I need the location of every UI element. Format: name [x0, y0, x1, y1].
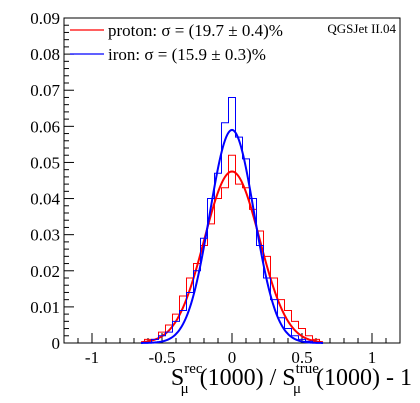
fit-curve-proton [140, 170, 324, 344]
x-tick-label: -0.5 [149, 348, 176, 367]
x-tick-label: -1 [85, 348, 99, 367]
x-axis-label: Srec μ (1000) / Strue μ (1000) - 1 [171, 361, 412, 397]
x-tick-label: 0 [228, 348, 237, 367]
x-axis: -1 -0.5 0 0.5 1 [63, 333, 401, 367]
x-tick-label: 1 [368, 348, 377, 367]
x-axis-label-s1: S [171, 365, 184, 391]
plot-border [63, 17, 401, 344]
legend-label-proton: proton: σ = (19.7 ± 0.4)% [108, 21, 283, 40]
series-layer [140, 96, 324, 344]
y-tick-label: 0.02 [30, 262, 60, 281]
histogram-proton [144, 154, 320, 343]
fit-curve-iron [140, 128, 324, 344]
series-proton [140, 154, 324, 344]
x-axis-label-sup2: true [296, 361, 320, 377]
y-tick-label: 0.05 [30, 153, 60, 172]
x-axis-label-sup1: rec [184, 361, 203, 377]
legend: proton: σ = (19.7 ± 0.4)% iron: σ = (15.9… [70, 21, 283, 64]
x-axis-label-sub1: μ [181, 381, 189, 397]
y-tick-label: 0 [52, 334, 61, 353]
plot-frame [63, 17, 401, 344]
x-axis-label-sub2: μ [293, 381, 301, 397]
y-tick-label: 0.08 [30, 45, 60, 64]
legend-label-iron: iron: σ = (15.9 ± 0.3)% [108, 45, 266, 64]
x-tick-label: 0.5 [291, 348, 312, 367]
y-tick-label: 0.01 [30, 298, 60, 317]
x-axis-label-tail: (1000) - 1 [316, 365, 412, 391]
chart-annotation: QGSJet II.04 [327, 21, 396, 36]
y-tick-label: 0.07 [30, 81, 60, 100]
y-tick-label: 0.06 [30, 117, 60, 136]
series-iron [140, 96, 324, 344]
y-tick-label: 0.04 [30, 190, 60, 209]
y-axis: 0 0.01 0.02 0.03 0.04 0.05 0.06 0.07 0.08 0.09 [30, 9, 74, 353]
y-tick-label: 0.03 [30, 226, 60, 245]
histogram-iron [144, 96, 320, 344]
x-axis-label-mid: (1000) / S [200, 365, 296, 391]
y-tick-label: 0.09 [30, 9, 60, 28]
